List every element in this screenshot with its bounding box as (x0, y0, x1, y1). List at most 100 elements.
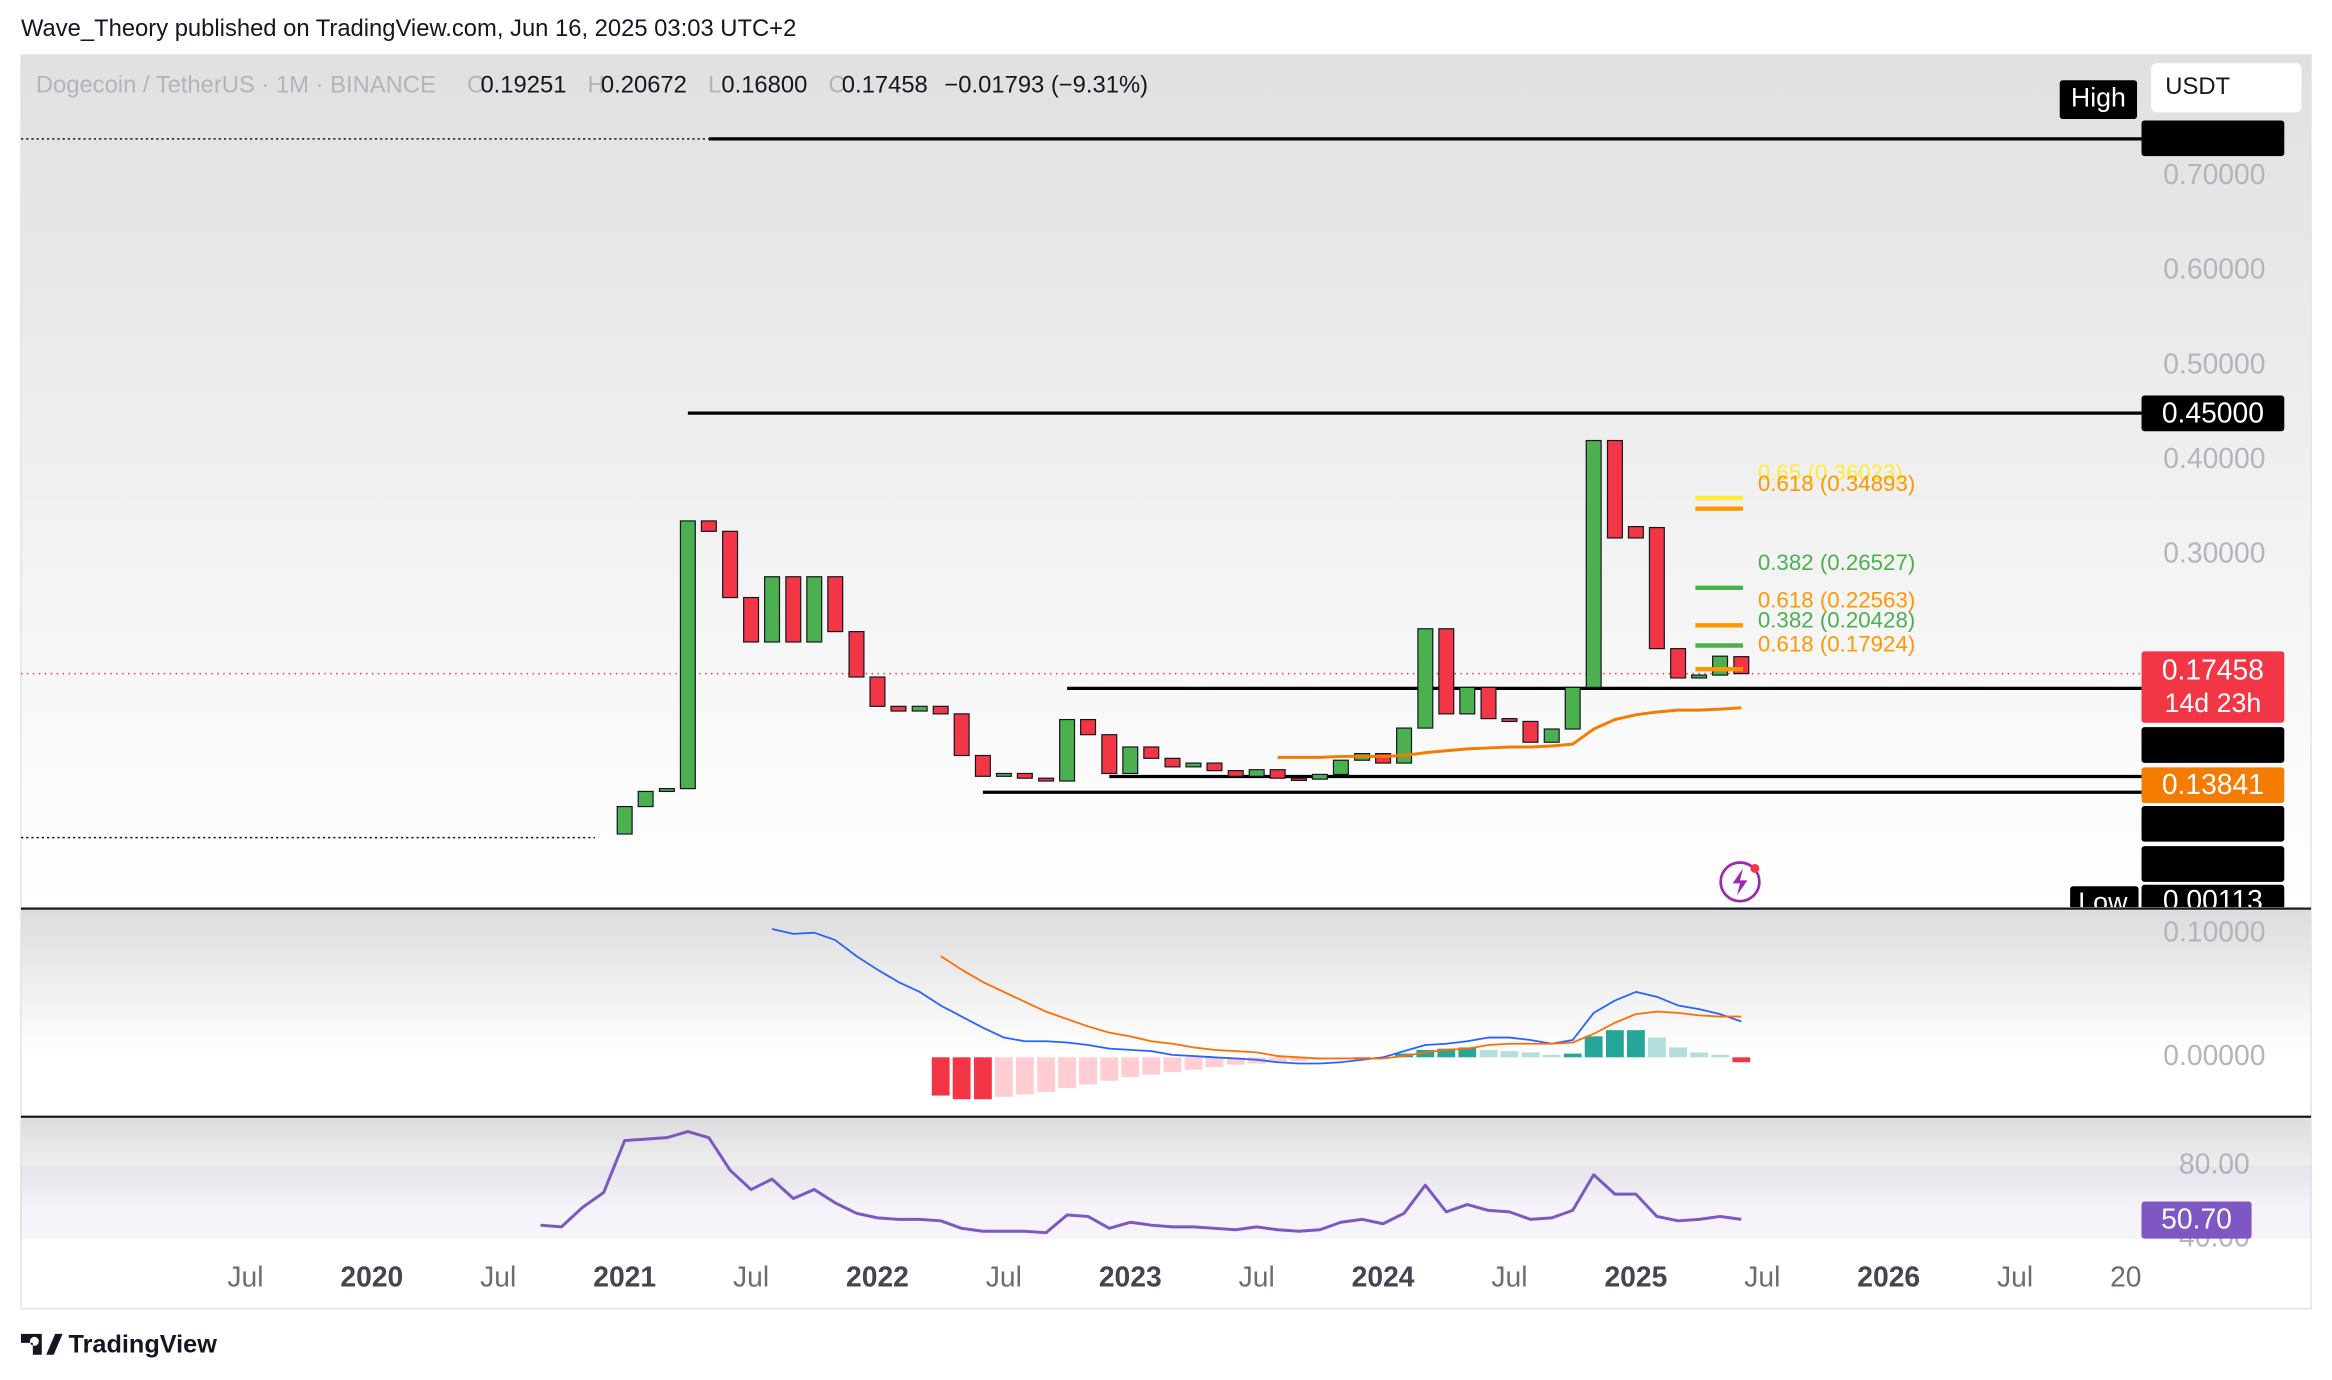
histogram-bar (1500, 1051, 1519, 1058)
ohlc-key: L (708, 72, 721, 99)
candle-body (1290, 777, 1307, 782)
low-value-box (2141, 884, 2285, 908)
fib-label: 0.618 (0.34893) (1758, 471, 1915, 496)
low-value: 0.00113 (2163, 884, 2263, 916)
fib-label: 0.65 (0.36023) (1758, 460, 1903, 485)
histogram-bar (1079, 1057, 1097, 1085)
x-tick-label: 2024 (1352, 1260, 1415, 1292)
y-tick-label: 0.40000 (2163, 442, 2265, 474)
histogram-bar (1690, 1052, 1709, 1058)
ohlc-change: −0.01793 (−9.31%) (944, 72, 1148, 99)
histogram-bar (1669, 1047, 1688, 1058)
candle-body (785, 576, 802, 643)
byline: Wave_Theory published on TradingView.com… (21, 15, 796, 42)
histogram-bar (1037, 1057, 1056, 1092)
candle-body (679, 520, 696, 790)
countdown: 14d 23h (2165, 688, 2262, 718)
histogram-bar (1437, 1048, 1456, 1058)
frame (20, 54, 2312, 1310)
histogram-bar (1732, 1057, 1751, 1063)
currency-button[interactable] (2149, 61, 2303, 114)
x-tick-label: 2020 (340, 1260, 403, 1292)
candle-body (827, 576, 844, 633)
candle-body (869, 676, 886, 707)
candle-body (1375, 753, 1392, 764)
low-group: 0.00113 Low (2070, 884, 2285, 917)
x-tick-label: 2023 (1099, 1260, 1162, 1292)
candle-body (1648, 526, 1665, 650)
x-tick-label: Jul (227, 1260, 263, 1292)
ohlc-key: O (467, 72, 486, 99)
rsi-last-label: 50.70 (2161, 1202, 2232, 1234)
candle-body (1206, 762, 1223, 772)
candle-body (1585, 439, 1602, 688)
candle-body (658, 788, 675, 793)
candle-body (890, 705, 907, 712)
candle-body (1606, 439, 1623, 539)
y-tick-label: 0.50000 (2163, 347, 2265, 379)
candle-body (953, 713, 970, 757)
last-price-box (2141, 651, 2285, 723)
candle-body (1080, 718, 1097, 736)
candle-body (932, 705, 949, 715)
histogram-bar (1416, 1049, 1435, 1058)
x-tick-label: 2022 (846, 1260, 909, 1292)
histogram-bar (952, 1057, 971, 1100)
ohlc-value: 0.16800 (721, 72, 807, 99)
x-tick-label: 2021 (593, 1260, 656, 1292)
histogram-bar (1711, 1054, 1730, 1058)
candle-body (1101, 734, 1118, 775)
candle-body (1143, 746, 1160, 759)
rsi-line (540, 1130, 1742, 1235)
candle-body (1016, 772, 1033, 779)
candle-body (1332, 759, 1349, 776)
ema-label: 0.13841 (2162, 768, 2264, 800)
ema-line (1277, 706, 1742, 759)
histogram-bar (1479, 1049, 1498, 1058)
histogram-bar (931, 1057, 950, 1096)
histogram-bar (1563, 1053, 1582, 1058)
brand: TradingView (69, 1330, 218, 1358)
y-tick-label: 0.30000 (2163, 536, 2265, 568)
histogram-bar (1226, 1057, 1245, 1065)
candle-body (848, 630, 865, 678)
candle-body (764, 576, 781, 643)
x-tick-label: Jul (1997, 1260, 2033, 1292)
candle-body (1248, 769, 1265, 777)
level-label-box (2141, 727, 2285, 763)
price-layer (20, 137, 2142, 839)
candle-body (995, 772, 1012, 777)
histogram-bar (1163, 1057, 1182, 1073)
candle-body (1311, 773, 1328, 780)
histogram-bar (994, 1057, 1013, 1097)
y-tick-label: 0.00000 (2163, 1039, 2265, 1071)
alert-icon[interactable] (1719, 861, 1761, 903)
candle-body (1059, 718, 1076, 782)
histogram-bar (1289, 1057, 1308, 1062)
alert-bolt (1732, 868, 1748, 896)
histogram-bar (1521, 1052, 1540, 1058)
currency[interactable]: USDT (2165, 73, 2230, 100)
x-tick-label: 20 (2110, 1260, 2141, 1292)
histogram-bar (1015, 1057, 1034, 1095)
level-label-box (2141, 846, 2285, 882)
candle-body (1417, 628, 1434, 729)
high-tag: High (2071, 83, 2126, 113)
candle-body (1522, 720, 1539, 743)
ema-label-box (2141, 767, 2285, 804)
candle-body (1691, 674, 1708, 679)
candle-body (1185, 762, 1202, 768)
candle-body (1627, 526, 1644, 539)
signal-line (940, 955, 1742, 1060)
candle-body (722, 530, 739, 599)
candle-body (1164, 757, 1181, 768)
ohlc-value: 0.20672 (601, 72, 687, 99)
histogram-bar (1142, 1057, 1161, 1075)
candle-body (1501, 718, 1518, 723)
histogram-bar (1626, 1030, 1645, 1058)
histogram-bar (1584, 1036, 1603, 1058)
candle-body (1543, 728, 1560, 743)
low-tag: Low (2078, 887, 2128, 917)
